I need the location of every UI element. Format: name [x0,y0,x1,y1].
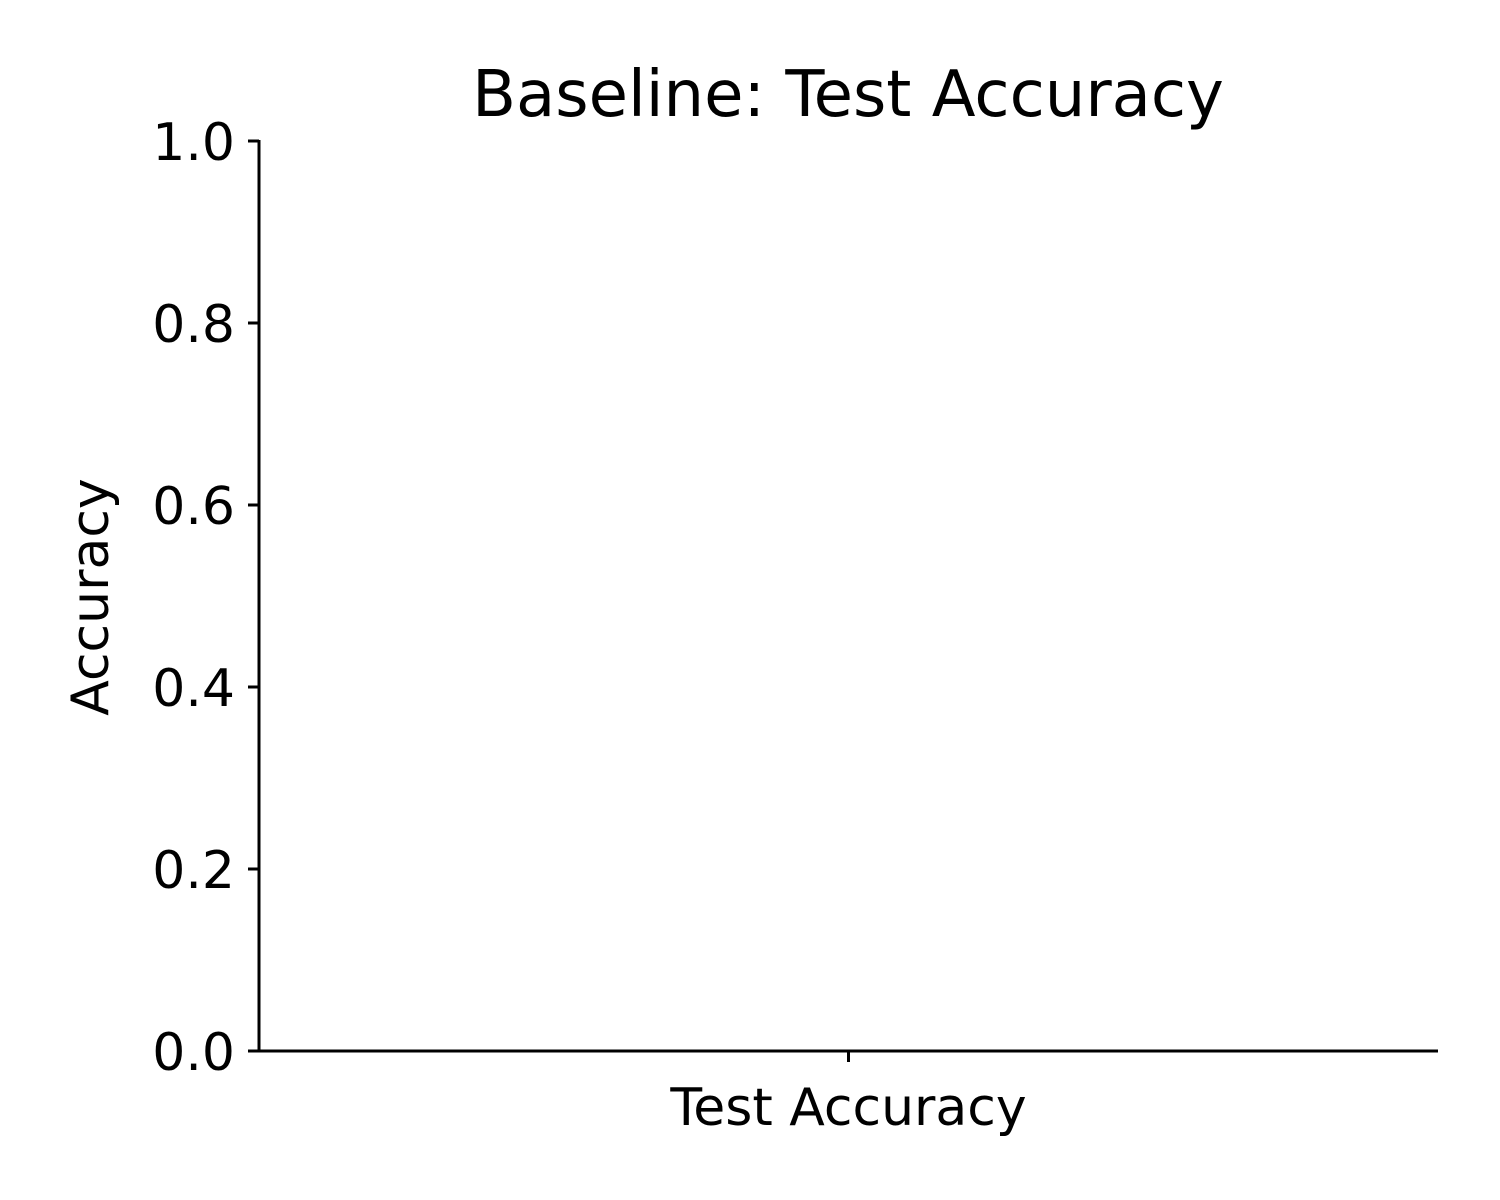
y-tick-label: 0.6 [152,477,235,537]
y-axis-ticks: 0.0 0.2 0.4 0.6 0.8 1.0 [152,113,259,1083]
y-tick-label: 0.8 [152,295,235,355]
y-tick-label: 1.0 [152,113,235,173]
y-tick-label: 0.2 [152,841,235,901]
y-tick-label: 0.0 [152,1023,235,1083]
chart-title: Baseline: Test Accuracy [472,58,1224,132]
x-tick-label: Test Accuracy [669,1078,1026,1138]
x-axis-ticks: Test Accuracy [669,1051,1027,1138]
y-tick-label: 0.4 [152,659,235,719]
y-axis-label: Accuracy [61,478,121,715]
